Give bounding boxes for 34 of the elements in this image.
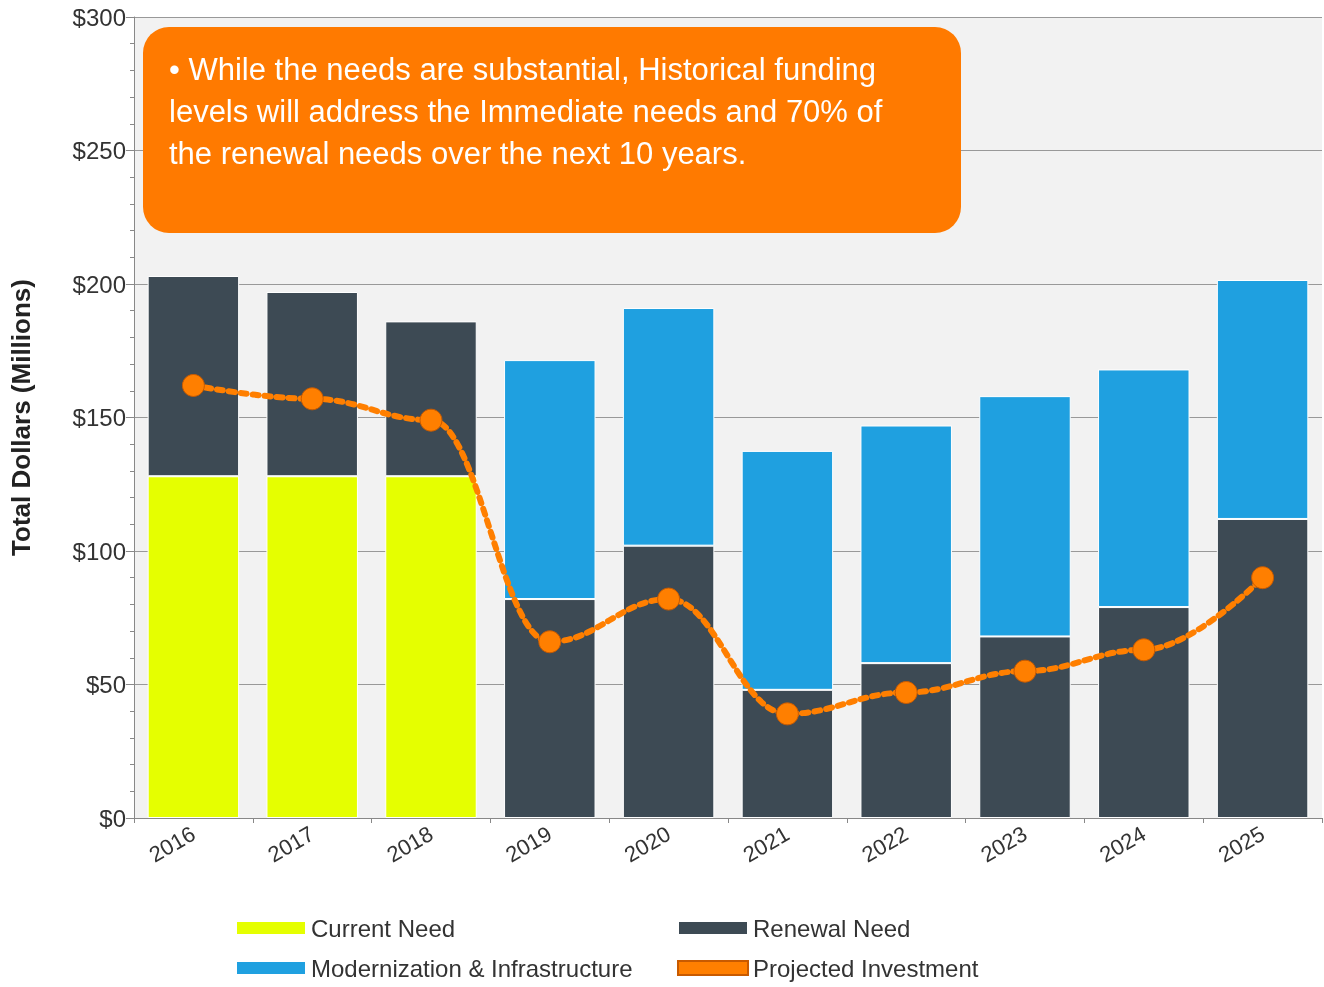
- x-tick-label: 2022: [857, 821, 913, 868]
- point: [657, 587, 681, 611]
- x-tick-label: 2020: [619, 821, 675, 868]
- legend-label: Current Need: [311, 914, 456, 942]
- y-tick-label: $0: [99, 804, 126, 832]
- point: [300, 387, 324, 411]
- x-tick-label: 2019: [501, 821, 557, 868]
- point: [1013, 659, 1037, 683]
- legend-label: Renewal Need: [753, 914, 911, 942]
- y-tick-label: $300: [72, 3, 126, 31]
- y-tick-label: $100: [72, 537, 126, 565]
- legend-label: Modernization & Infrastructure: [311, 954, 633, 982]
- x-tick-label: 2024: [1095, 821, 1151, 868]
- x-tick-label: 2017: [263, 821, 319, 868]
- point: [538, 630, 562, 654]
- x-tick-label: 2021: [738, 821, 794, 868]
- y-tick-label: $50: [85, 671, 126, 698]
- legend-label: Projected Investment: [753, 954, 979, 982]
- point: [1132, 638, 1156, 662]
- x-tick-label: 2016: [144, 821, 200, 868]
- x-tick-label: 2025: [1213, 821, 1269, 868]
- y-tick-label: $150: [72, 404, 126, 431]
- y-tick-label: $200: [72, 270, 126, 298]
- point: [181, 373, 205, 397]
- y-axis-title: Total Dollars (Millions): [6, 279, 36, 556]
- y-tick-label: $250: [72, 137, 126, 164]
- callout-box: • While the needs are substantial, Historical funding levels will address the Immediate needs and 70% of the renewal needs over the next 10 years.: [143, 27, 961, 233]
- point: [1251, 566, 1275, 590]
- annotation: • While the needs are substantial, Historical funding levels will address the Immediate needs and 70% of the renewal needs over the next 10 years.: [169, 51, 884, 173]
- x-tick-label: 2023: [976, 821, 1032, 868]
- x-tick-label: 2018: [382, 821, 438, 868]
- point: [894, 681, 918, 704]
- point: [775, 702, 799, 726]
- point: [419, 408, 443, 432]
